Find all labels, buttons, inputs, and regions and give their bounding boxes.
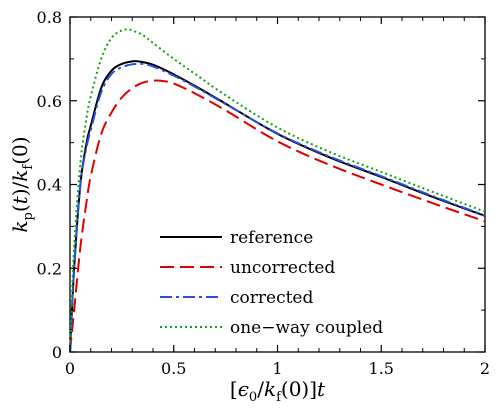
legend-label: one−way coupled — [230, 318, 383, 338]
y-tick-label: 0 — [52, 343, 62, 362]
series-line-uncorrected — [69, 79, 486, 353]
axis-labels: [ϵ0/kf(0)]t kp(t)/kf(0) — [8, 136, 326, 405]
y-tick-label: 0.8 — [37, 8, 62, 27]
legend: reference uncorrected corrected one−way cou… — [160, 228, 383, 338]
y-tick-label: 0.4 — [37, 176, 62, 195]
x-axis-label: [ϵ0/kf(0)]t — [230, 377, 326, 405]
series-layer — [69, 28, 486, 353]
legend-label: reference — [230, 228, 313, 248]
y-axis-label: kp(t)/kf(0) — [8, 136, 36, 232]
ticks-layer: 0 0.5 1 1.5 2 0 0.2 0.4 0.6 0.8 — [37, 8, 491, 378]
x-tick-label: 1 — [272, 359, 282, 378]
x-tick-label: 1.5 — [369, 359, 394, 378]
x-tick-label: 2 — [480, 359, 490, 378]
x-tick-label: 0 — [65, 359, 75, 378]
legend-label: uncorrected — [230, 258, 335, 278]
y-tick-label: 0.2 — [37, 259, 62, 278]
x-tick-label: 0.5 — [161, 359, 186, 378]
series-line-corrected — [69, 62, 486, 353]
series-line-reference — [69, 60, 486, 353]
y-tick-label: 0.6 — [37, 92, 62, 111]
legend-label: corrected — [230, 288, 313, 308]
